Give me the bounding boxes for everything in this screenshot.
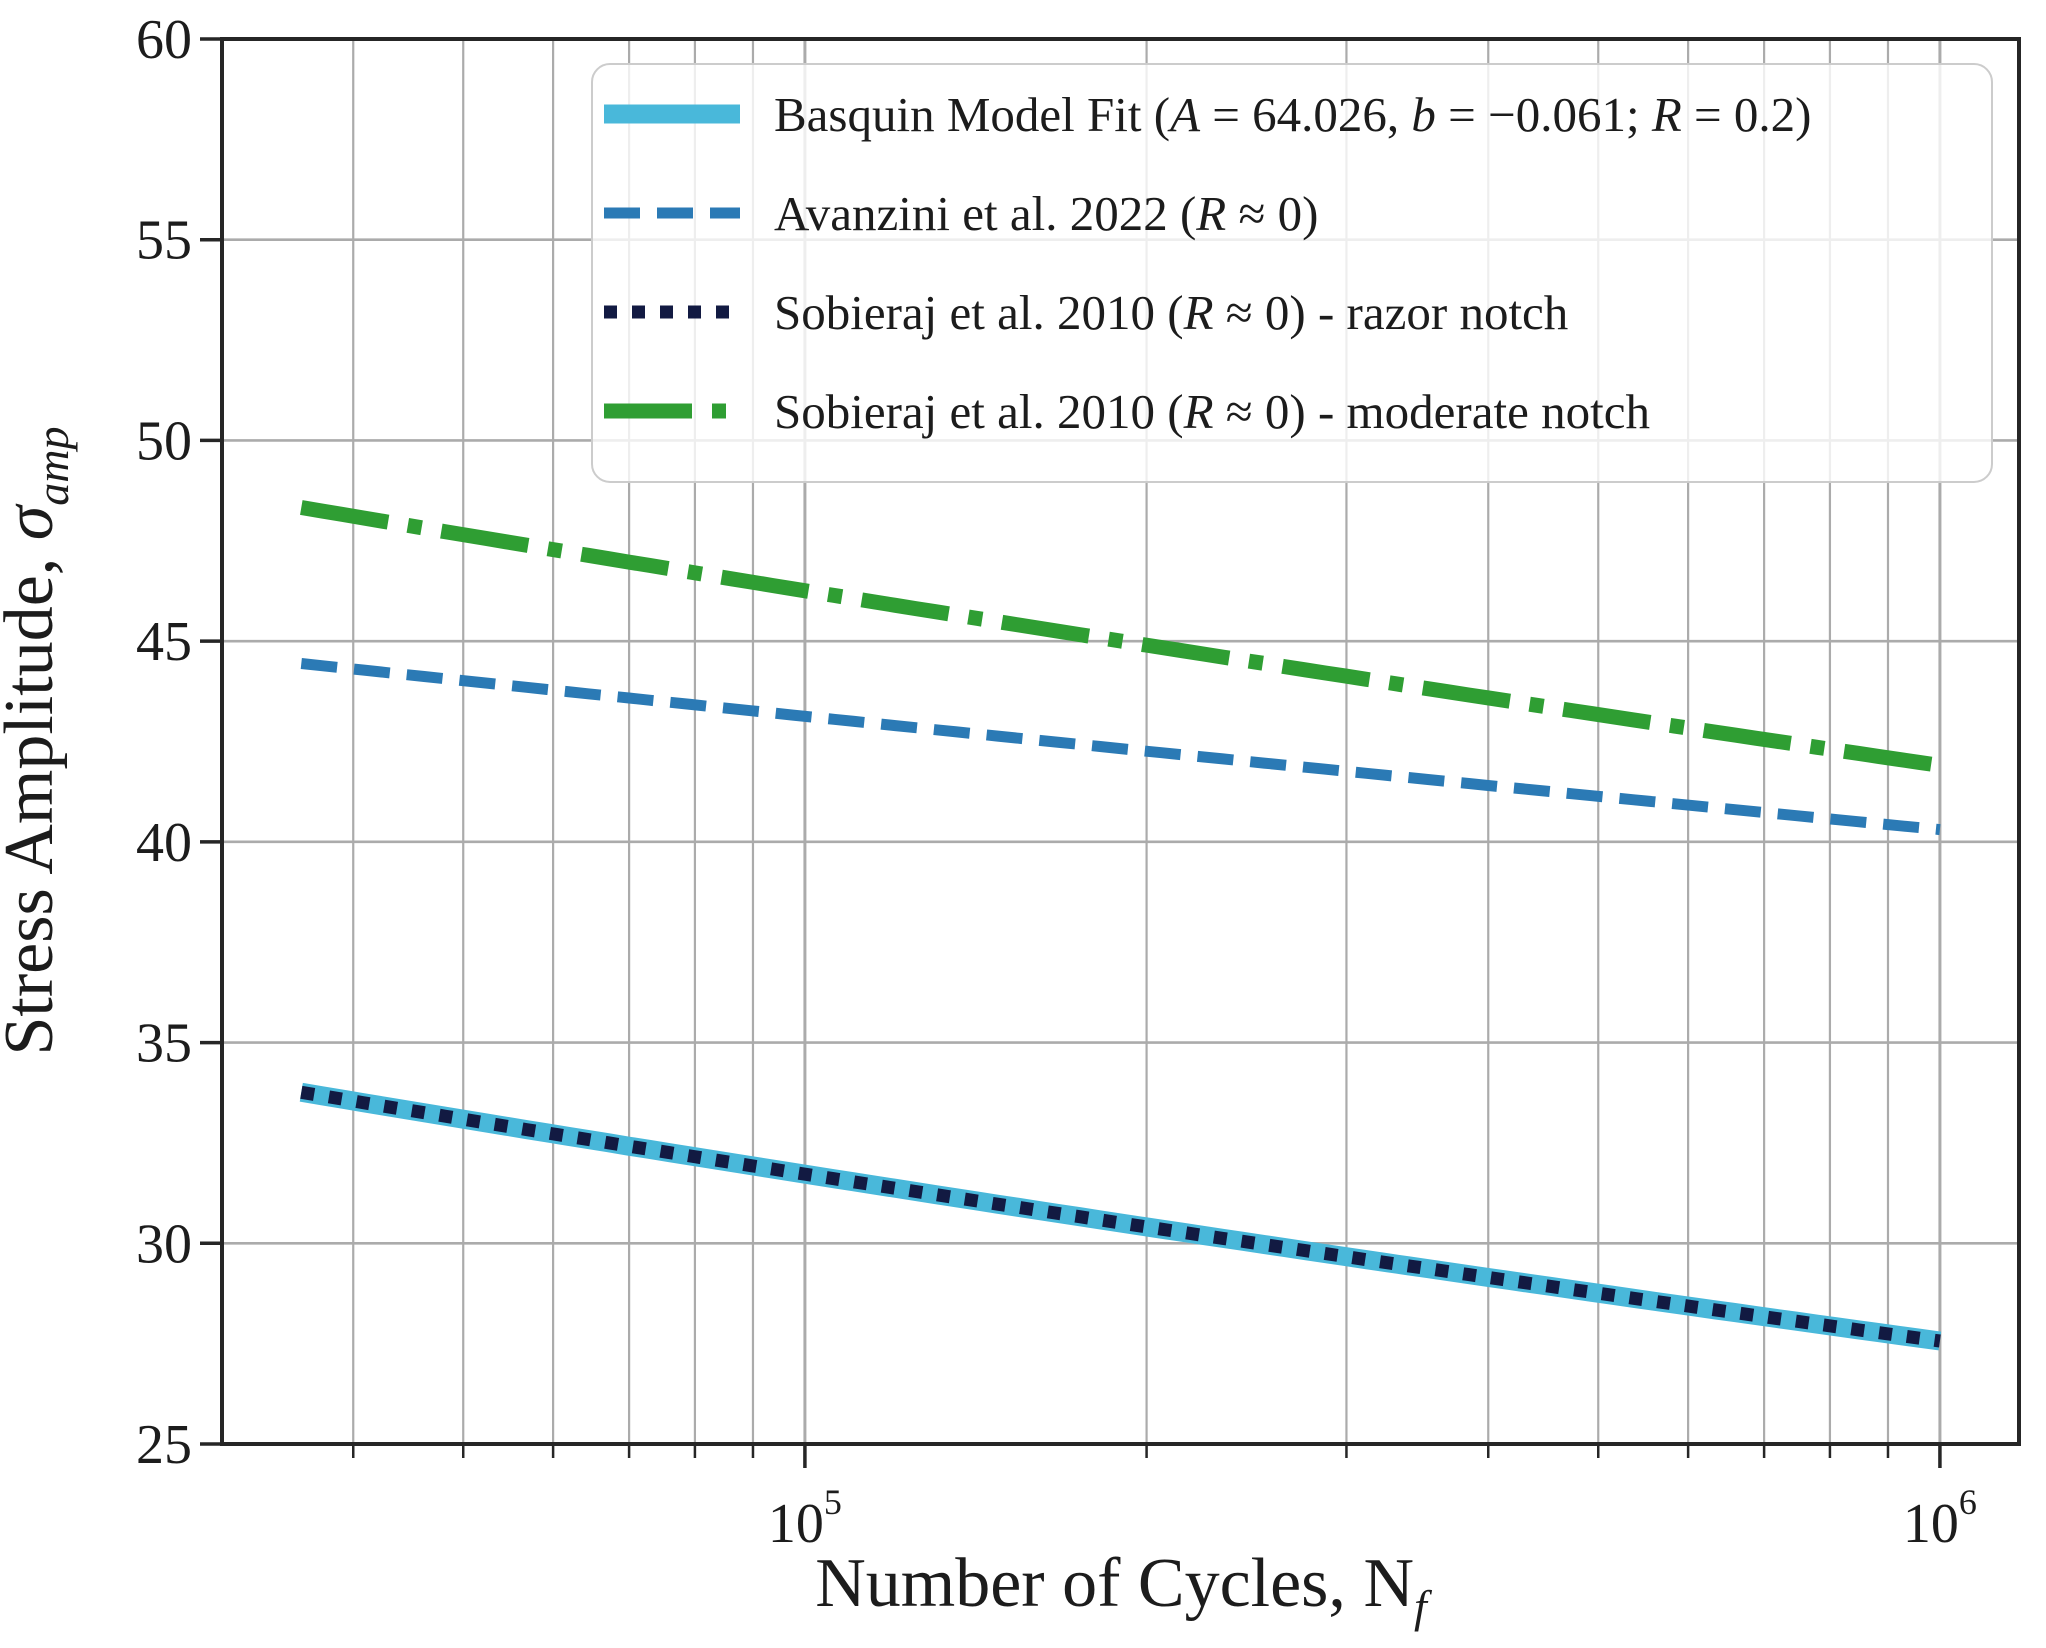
y-tick-label: 35 — [136, 1013, 192, 1075]
plot-border — [220, 37, 2021, 1446]
axis-ticks — [200, 37, 1942, 1468]
y-tick-label: 40 — [136, 812, 192, 874]
x-tick-label: 105 — [768, 1482, 842, 1555]
legend: Basquin Model Fit (A = 64.026, b = −0.06… — [591, 63, 1993, 483]
legend-label-sobieraj_razor: Sobieraj et al. 2010 (R ≈ 0) - razor not… — [774, 285, 1568, 340]
series-line-sobieraj_razor — [300, 1085, 1941, 1348]
x-axis-label: Number of Cycles, Nf — [815, 1545, 1433, 1632]
x-tick-label: 106 — [1903, 1482, 1977, 1555]
plot-spines — [220, 37, 2021, 1446]
series-line-sobieraj_moderate — [300, 500, 1941, 773]
legend-label-sobieraj_moderate: Sobieraj et al. 2010 (R ≈ 0) - moderate … — [774, 384, 1650, 439]
y-tick-label: 45 — [136, 611, 192, 673]
y-tick-label: 25 — [136, 1414, 192, 1476]
legend-label-basquin_fit: Basquin Model Fit (A = 64.026, b = −0.06… — [774, 87, 1811, 142]
y-tick-label: 30 — [136, 1213, 192, 1275]
tick-labels: 25 30 35 40 45 50 55 60 105 106 — [136, 9, 1977, 1555]
series-line-avanzini_2022 — [300, 658, 1941, 836]
legend-items: Basquin Model Fit (A = 64.026, b = −0.06… — [604, 87, 1811, 439]
y-tick-label: 50 — [136, 410, 192, 472]
y-tick-label: 60 — [136, 9, 192, 71]
legend-label-avanzini_2022: Avanzini et al. 2022 (R ≈ 0) — [774, 186, 1318, 241]
legend-box — [591, 63, 1993, 483]
y-tick-label: 55 — [136, 210, 192, 272]
data-series — [299, 500, 1942, 1351]
y-axis-label: Stress Amplitude, σamp — [0, 426, 78, 1055]
